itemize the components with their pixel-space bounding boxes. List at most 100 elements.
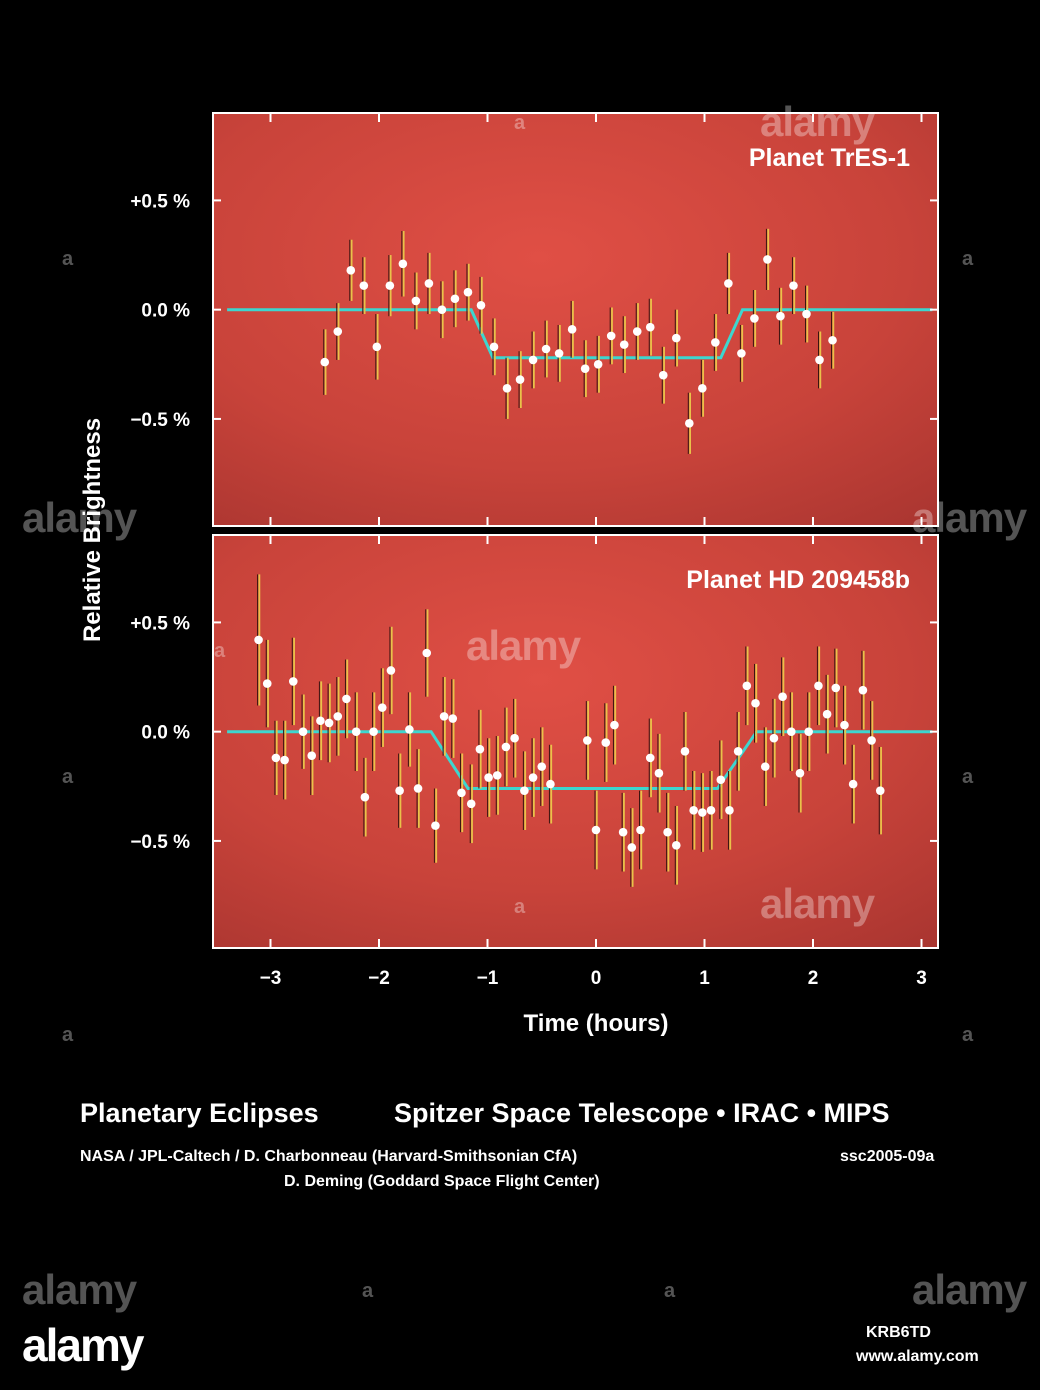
y-tick-label: +0.5 % [130,191,190,212]
data-point [528,355,538,365]
data-point [606,331,616,341]
caption-title: Planetary Eclipses [80,1098,319,1128]
y-tick-label: −0.5 % [130,410,190,431]
panel-title: Planet HD 209458b [686,566,910,594]
x-tick-label: 0 [591,968,602,989]
data-point [610,720,619,730]
y-tick-label: +0.5 % [130,613,190,634]
data-point [510,733,519,743]
data-point [645,753,655,763]
watermark-mark: a [962,1024,973,1046]
data-point [422,648,432,658]
watermark-mark: a [362,1280,373,1302]
data-point [298,727,308,736]
watermark-text: alamy [912,1266,1027,1313]
watermark-mark: a [214,640,225,662]
x-tick-label: −3 [260,968,282,989]
data-point [840,720,849,730]
panel-background [213,535,938,948]
watermark-text: alamy [760,880,875,927]
data-point [359,281,369,290]
y-axis-label: Relative Brightness [79,418,106,642]
data-point [802,309,811,319]
data-point [763,255,772,264]
watermark-mark: a [62,1024,73,1046]
data-point [541,344,551,354]
data-point [333,327,343,336]
data-point [654,768,664,778]
data-point [716,775,726,785]
data-point [439,712,449,721]
watermark-mark: a [664,1280,675,1302]
data-point [711,338,720,347]
data-point [501,742,511,752]
data-point [466,799,476,809]
data-point [288,677,298,686]
x-tick-label: 2 [808,968,819,989]
panel-frame [212,112,939,527]
watermark-mark: a [62,766,73,788]
data-point [815,355,824,365]
data-point [804,727,813,736]
data-point [787,727,796,736]
transit-model-curve [227,730,933,790]
watermark-text: alamy [912,494,1027,541]
data-point [658,370,668,380]
alamy-logo: alamy [22,1319,144,1371]
data-point [778,692,787,702]
data-point [333,712,343,721]
data-point [475,744,485,754]
caption-instruments: Spitzer Space Telescope • IRAC • MIPS [394,1098,890,1128]
y-tick-label: −0.5 % [130,832,190,853]
watermark-mark: a [514,896,525,918]
watermark-mark: a [514,112,525,134]
data-point [671,840,681,850]
data-point [546,779,555,789]
data-point [360,792,370,802]
data-point [828,335,837,345]
x-tick-label: 1 [699,968,710,989]
credit-line-2: D. Deming (Goddard Space Flight Center) [284,1173,600,1190]
data-point [619,340,629,349]
data-point [424,279,434,288]
data-point [346,266,356,275]
data-point [814,681,823,691]
watermark-text: alamy [22,1266,137,1313]
data-point [601,738,611,747]
data-point [372,342,382,352]
data-point [476,300,486,310]
data-point [437,305,447,314]
data-point [591,825,601,835]
data-point [750,314,759,323]
data-point [492,771,502,780]
data-point [316,716,325,726]
data-point [822,709,832,719]
data-point [618,827,628,837]
y-tick-label: 0.0 % [141,301,190,322]
data-point [515,375,525,384]
data-point [280,755,289,765]
watermark-text: alamy [760,98,875,145]
data-point [583,736,592,745]
data-point [627,843,637,852]
data-point [369,727,378,736]
data-point [742,681,752,691]
data-point [867,736,876,745]
data-point [769,733,779,743]
data-point [580,364,590,373]
data-point [489,342,499,352]
watermark-mark: a [962,766,973,788]
data-point [431,821,440,830]
data-point [725,806,734,815]
panel-background [213,113,938,526]
data-point [457,788,466,798]
data-point [689,806,698,815]
data-point [411,296,421,306]
watermark-mark: a [62,248,73,270]
credit-line-1: NASA / JPL-Caltech / D. Charbonneau (Har… [80,1148,578,1165]
image-code: ssc2005-09a [840,1148,935,1165]
data-point [342,694,351,704]
data-point [567,325,577,334]
data-point [706,806,716,815]
data-point [320,357,330,367]
